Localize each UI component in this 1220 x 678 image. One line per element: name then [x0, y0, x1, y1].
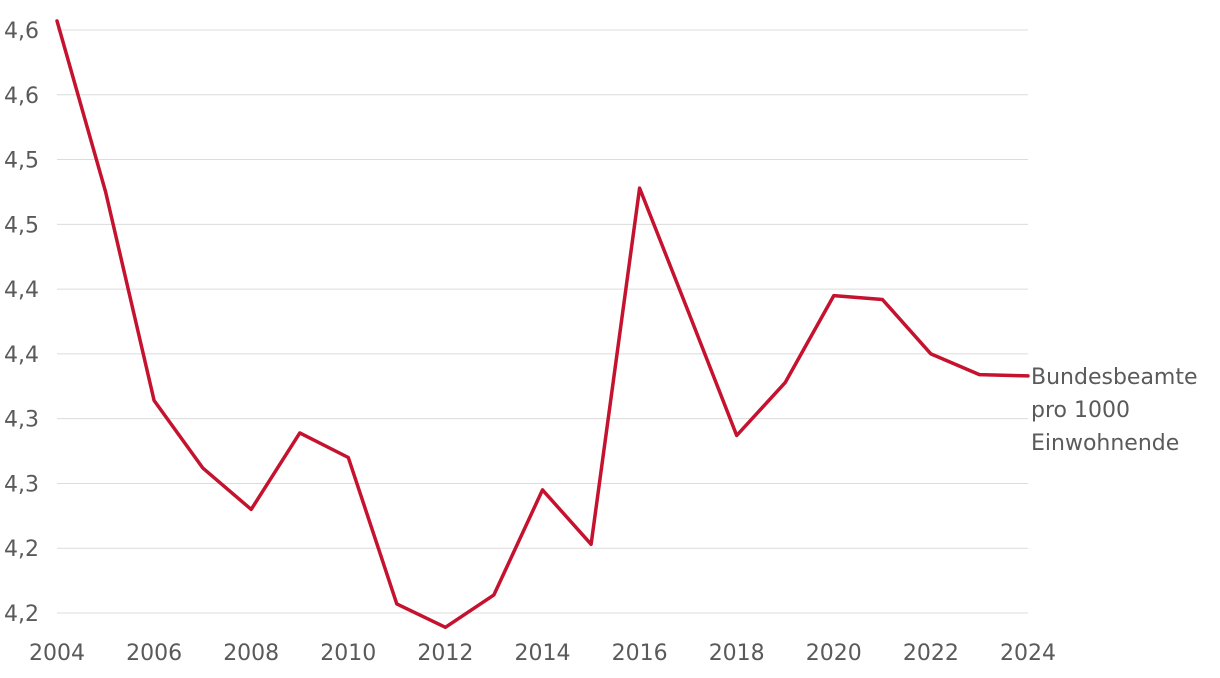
x-tick-label: 2024: [1000, 641, 1056, 666]
x-tick-label: 2016: [612, 641, 668, 666]
series-label: Bundesbeamte pro 1000 Einwohnende: [1031, 365, 1198, 456]
y-tick-label: 4,4: [4, 343, 39, 368]
series-label-line: Einwohnende: [1031, 431, 1179, 456]
x-tick-label: 2008: [223, 641, 279, 666]
y-tick-label: 4,2: [4, 537, 39, 562]
x-tick-label: 2010: [320, 641, 376, 666]
x-tick-label: 2018: [709, 641, 765, 666]
x-tick-label: 2006: [126, 641, 182, 666]
x-tick-label: 2004: [29, 641, 85, 666]
series-line: [55, 19, 1030, 630]
x-axis: 2004 2006 2008 2010 2012 2014 2016 2018 2020 2022…: [29, 641, 1056, 666]
y-tick-label: 4,4: [4, 278, 39, 303]
x-tick-label: 2012: [417, 641, 473, 666]
y-axis: 4,2 4,2 4,3 4,3 4,4 4,4 4,5 4,5 4,6 4,6: [4, 19, 39, 627]
y-tick-label: 4,5: [4, 213, 39, 238]
y-tick-label: 4,3: [4, 472, 39, 497]
y-tick-label: 4,6: [4, 19, 39, 44]
x-tick-label: 2020: [806, 641, 862, 666]
y-tick-label: 4,3: [4, 408, 39, 433]
gridlines: [57, 29, 1028, 614]
x-tick-label: 2022: [903, 641, 959, 666]
y-tick-label: 4,2: [4, 602, 39, 627]
y-tick-label: 4,5: [4, 149, 39, 174]
series-label-line: Bundesbeamte: [1031, 365, 1198, 390]
y-tick-label: 4,6: [4, 84, 39, 109]
series-label-line: pro 1000: [1031, 398, 1130, 423]
x-tick-label: 2014: [515, 641, 571, 666]
series-layer: [55, 19, 1030, 630]
